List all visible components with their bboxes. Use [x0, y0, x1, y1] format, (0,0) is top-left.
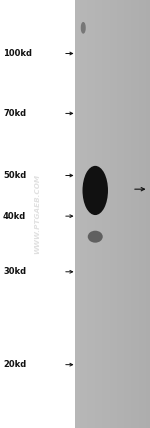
Text: WWW.PTGAEB.COM: WWW.PTGAEB.COM: [34, 174, 40, 254]
Text: 20kd: 20kd: [3, 360, 26, 369]
Ellipse shape: [82, 166, 108, 215]
Text: 30kd: 30kd: [3, 267, 26, 276]
Text: 40kd: 40kd: [3, 211, 26, 221]
Ellipse shape: [88, 231, 103, 243]
Text: 70kd: 70kd: [3, 109, 26, 118]
Circle shape: [81, 23, 85, 33]
Bar: [75, 0, 150, 428]
Text: 50kd: 50kd: [3, 171, 26, 180]
Text: 100kd: 100kd: [3, 49, 32, 58]
